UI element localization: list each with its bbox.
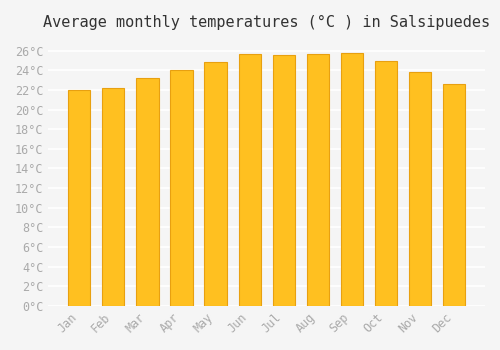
Bar [409, 72, 431, 306]
Bar [102, 88, 124, 306]
Bar [341, 53, 363, 306]
Bar [443, 84, 465, 306]
Bar [272, 55, 295, 306]
Bar [68, 90, 90, 306]
Bar [204, 63, 227, 306]
Bar [375, 61, 397, 306]
Bar [136, 78, 158, 306]
Bar [170, 70, 192, 306]
Title: Average monthly temperatures (°C ) in Salsipuedes: Average monthly temperatures (°C ) in Sa… [43, 15, 490, 30]
Bar [306, 54, 329, 306]
Bar [238, 54, 260, 306]
